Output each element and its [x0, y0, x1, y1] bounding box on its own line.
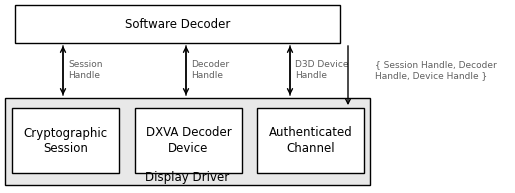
Text: Session
Handle: Session Handle: [68, 60, 102, 80]
Text: Cryptographic
Session: Cryptographic Session: [24, 126, 108, 155]
Text: { Session Handle, Decoder
Handle, Device Handle }: { Session Handle, Decoder Handle, Device…: [375, 60, 497, 80]
Bar: [15, 5, 340, 43]
Bar: [12, 108, 119, 173]
Text: D3D Device
Handle: D3D Device Handle: [295, 60, 349, 80]
Text: Software Decoder: Software Decoder: [125, 18, 230, 30]
Bar: [135, 108, 242, 173]
Text: Authenticated
Channel: Authenticated Channel: [269, 126, 352, 155]
Bar: [257, 108, 364, 173]
Text: DXVA Decoder
Device: DXVA Decoder Device: [146, 126, 231, 155]
Bar: [5, 98, 370, 185]
Text: Decoder
Handle: Decoder Handle: [191, 60, 229, 80]
Text: Display Driver: Display Driver: [145, 170, 230, 184]
